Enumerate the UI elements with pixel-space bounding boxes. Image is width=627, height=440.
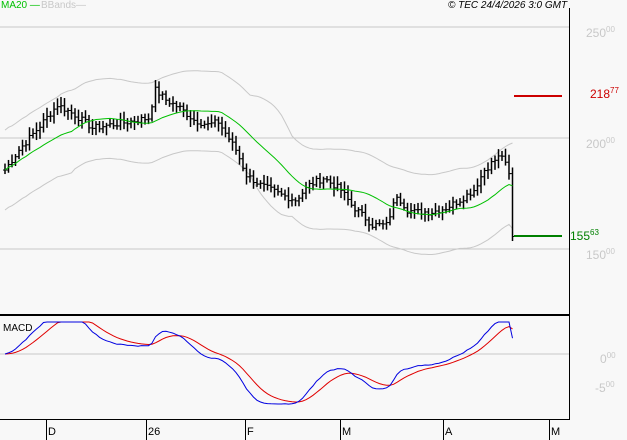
x-tick-label: D: [48, 426, 56, 438]
y-tick-150: 15000: [586, 247, 615, 262]
legend-bbands: BBands—: [41, 0, 87, 11]
high-value-label: 21877: [590, 86, 619, 101]
macd-line: [4, 321, 513, 405]
x-tick-label: M: [551, 426, 561, 438]
x-tick-label: A: [445, 426, 453, 438]
x-tick-label: 26: [148, 426, 161, 438]
ma20-line: [4, 110, 513, 216]
macd-label: MACD: [3, 323, 33, 334]
y-tick-250: 25000: [586, 25, 615, 40]
y-tick-200: 20000: [586, 136, 615, 151]
x-tick-label: F: [247, 426, 254, 438]
last-value-label: 15563: [570, 228, 599, 243]
bbands-lower-line: [4, 150, 513, 255]
copyright-timestamp: © TEC 24/4/2026 3:0 GMT: [448, 0, 568, 11]
bbands-upper-line: [4, 70, 513, 176]
x-tick-label: M: [342, 426, 352, 438]
macd-signal-line: [4, 321, 513, 403]
macd-tick-0: 000: [600, 351, 616, 366]
macd-tick-minus5: -500: [595, 380, 615, 395]
legend-ma20: MA20 —: [1, 0, 40, 11]
